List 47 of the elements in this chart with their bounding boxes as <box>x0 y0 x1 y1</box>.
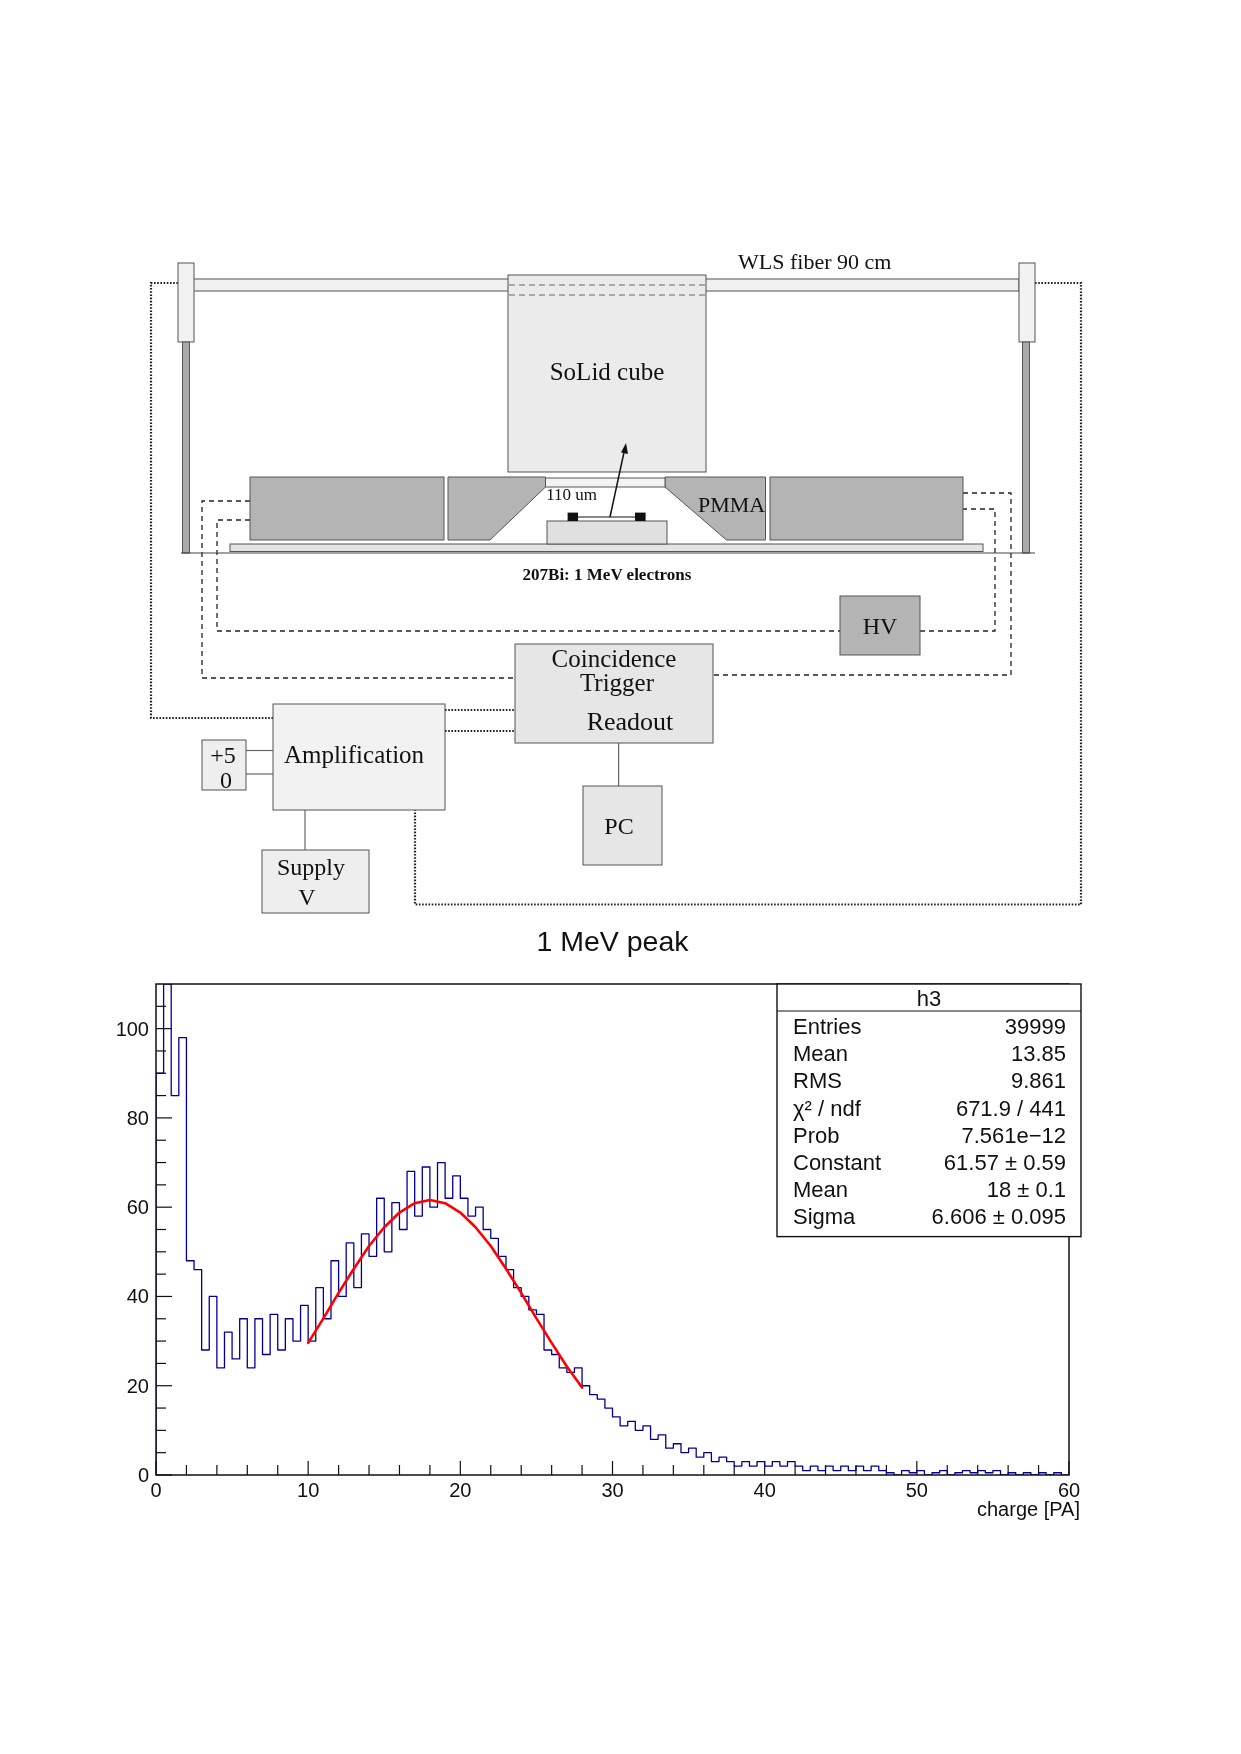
text: PMMA <box>698 492 766 517</box>
annotation: 9.861 <box>1010 1068 1066 1094</box>
text: HV <box>862 613 898 639</box>
annotation: Sigma <box>793 1204 857 1230</box>
text: Supply <box>276 854 346 880</box>
text: Coincidence <box>551 645 677 672</box>
text: 207Bi: 1 MeV electrons <box>522 565 692 584</box>
annotation: Mean <box>793 1041 849 1067</box>
text: +5 <box>210 742 236 768</box>
x-tick-label: 40 <box>753 1479 776 1501</box>
text: Readout <box>586 707 675 736</box>
text: V <box>298 884 317 910</box>
x-tick-label: 20 <box>449 1479 472 1501</box>
y-tick-label: 60 <box>126 1196 149 1219</box>
y-tick-label: 20 <box>126 1374 149 1397</box>
y-tick-label: 80 <box>126 1106 149 1129</box>
annotation: Entries <box>793 1014 862 1039</box>
annotation: Prob <box>793 1122 840 1148</box>
annotation: 18 ± 0.1 <box>986 1177 1066 1203</box>
text: Amplification <box>283 741 425 768</box>
annotation: 6.606 ± 0.095 <box>931 1204 1066 1230</box>
annotation: h3 <box>916 986 942 1011</box>
annotation: 7.561e−12 <box>961 1122 1066 1148</box>
text: SoLid cube <box>549 358 665 385</box>
annotation: Constant <box>793 1150 882 1175</box>
annotation: RMS <box>793 1068 842 1094</box>
annotation: 39999 <box>1004 1014 1066 1039</box>
annotation: 61.57 ± 0.59 <box>943 1150 1066 1175</box>
x-tick-label: 50 <box>905 1479 928 1501</box>
y-tick-label: 100 <box>115 1017 149 1040</box>
text: PC <box>604 813 634 839</box>
annotation: χ² / ndf <box>793 1095 862 1121</box>
text: WLS fiber 90 cm <box>738 249 892 274</box>
text: 110 um <box>546 485 597 504</box>
x-tick-label: 60 <box>1057 1479 1081 1501</box>
x-tick-label: 10 <box>297 1479 320 1501</box>
y-tick-label: 0 <box>137 1464 149 1486</box>
y-tick-label: 40 <box>126 1285 149 1308</box>
text: 0 <box>220 767 232 793</box>
line-series <box>306 1198 584 1389</box>
chart-title: 1 MeV peak <box>536 925 690 957</box>
x-tick-label: 30 <box>601 1479 624 1501</box>
x-axis-title: charge [PA] <box>976 1498 1080 1520</box>
annotation: 13.85 <box>1010 1041 1066 1067</box>
text: Trigger <box>579 669 655 696</box>
annotation: Mean <box>793 1177 849 1203</box>
annotation: 671.9 / 441 <box>955 1095 1066 1121</box>
